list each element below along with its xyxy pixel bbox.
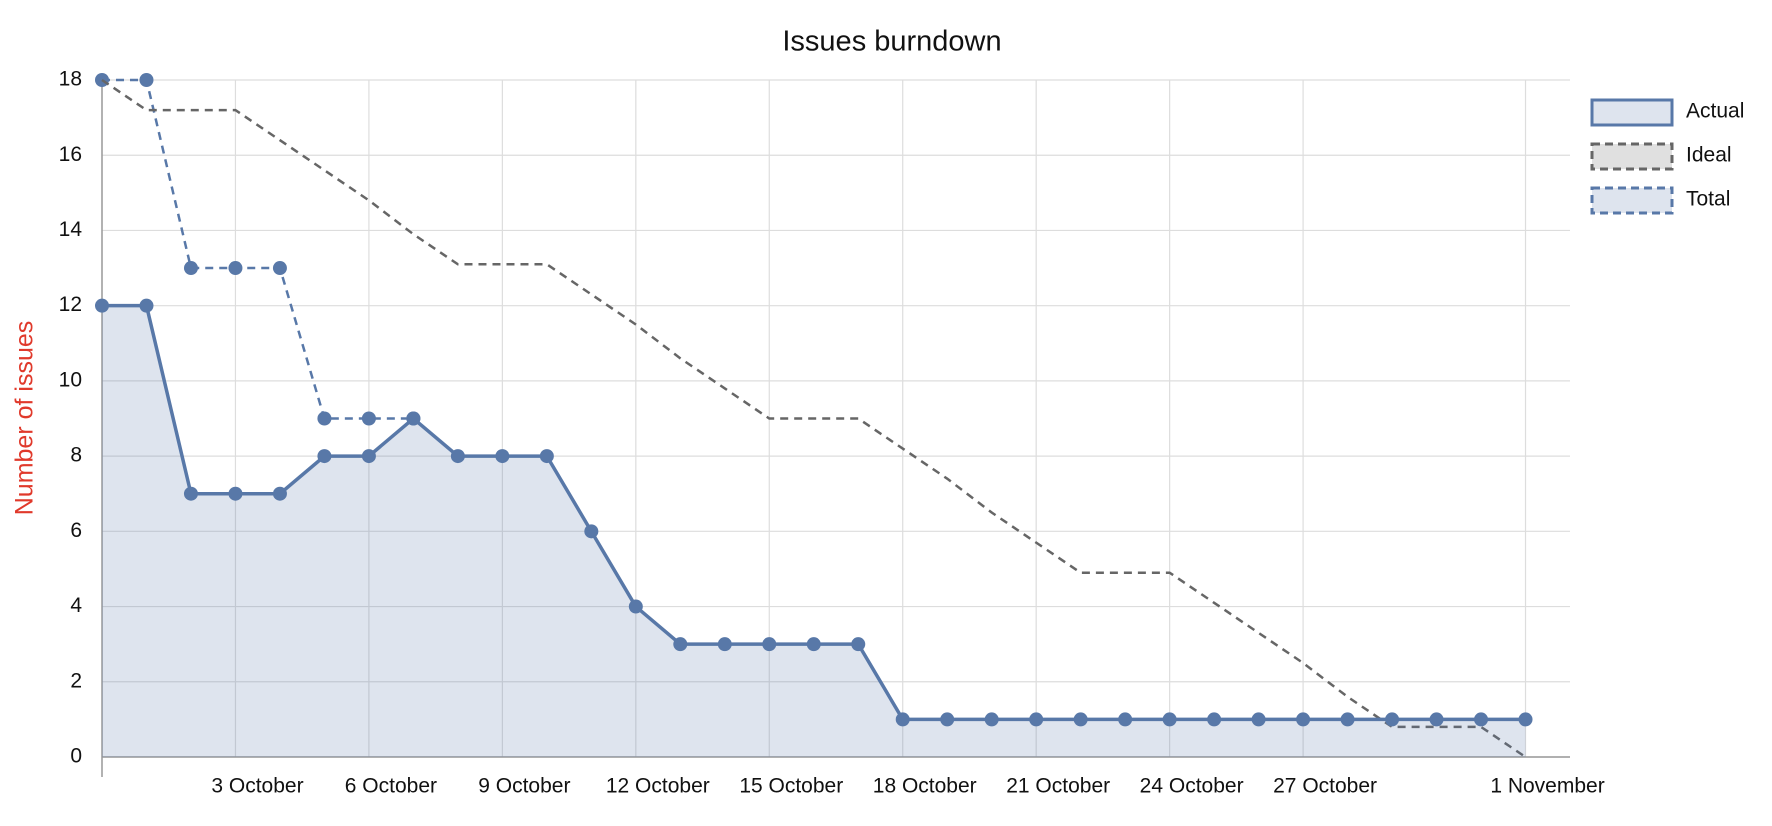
marker (183, 261, 198, 276)
marker (628, 599, 643, 614)
y-tick-label: 18 (59, 68, 82, 91)
marker (361, 449, 376, 464)
y-tick-label: 12 (59, 293, 82, 316)
marker (361, 411, 376, 426)
marker (183, 486, 198, 501)
marker (717, 637, 732, 652)
line (101, 78, 1527, 759)
x-tick-label: 1 November (1490, 775, 1604, 798)
x-tick-label: 15 October (739, 775, 843, 798)
y-tick-label: 10 (59, 368, 82, 391)
marker (139, 298, 154, 313)
y-tick-label: 8 (70, 444, 82, 467)
marker (1385, 712, 1400, 727)
marker (673, 637, 688, 652)
marker (1073, 712, 1088, 727)
marker (851, 637, 866, 652)
legend-label: Ideal (1686, 144, 1732, 167)
marker (317, 411, 332, 426)
marker (1429, 712, 1444, 727)
legend-swatch (1590, 142, 1674, 171)
x-tick-label: 12 October (606, 775, 710, 798)
line (102, 78, 414, 420)
x-tick-label: 21 October (1006, 775, 1110, 798)
marker (139, 73, 154, 87)
marker (317, 449, 332, 464)
marker (450, 449, 465, 464)
marker (272, 261, 287, 276)
x-tick-label: 24 October (1140, 775, 1244, 798)
marker (1518, 712, 1533, 727)
marker (1474, 712, 1489, 727)
marker (584, 524, 599, 539)
marker (228, 261, 243, 276)
marker (1207, 712, 1222, 727)
y-tick-label: 2 (70, 669, 82, 692)
y-tick-label: 0 (70, 745, 82, 768)
marker (1118, 712, 1133, 727)
y-axis-label: Number of issues (11, 321, 39, 516)
y-tick-label: 14 (59, 218, 83, 241)
marker (1340, 712, 1355, 727)
marker (272, 486, 287, 501)
marker (495, 449, 510, 464)
marker (1251, 712, 1266, 727)
marker (984, 712, 999, 727)
legend-swatch (1590, 186, 1674, 215)
marker (895, 712, 910, 727)
marker (228, 486, 243, 501)
legend-label: Total (1686, 188, 1730, 211)
legend-label: Actual (1686, 100, 1744, 123)
marker (406, 411, 421, 426)
y-tick-label: 6 (70, 519, 82, 542)
marker (539, 449, 554, 464)
marker (1029, 712, 1044, 727)
x-tick-label: 6 October (345, 775, 437, 798)
chart-title: Issues burndown (782, 26, 1001, 58)
y-tick-label: 16 (59, 143, 82, 166)
x-tick-label: 18 October (873, 775, 977, 798)
x-tick-label: 9 October (478, 775, 570, 798)
marker (940, 712, 955, 727)
area (102, 305, 1526, 757)
marker (806, 637, 821, 652)
x-tick-label: 3 October (211, 775, 303, 798)
legend-swatch (1590, 98, 1674, 127)
marker (95, 298, 109, 313)
marker (762, 637, 777, 652)
marker (1296, 712, 1311, 727)
y-tick-label: 4 (70, 594, 82, 617)
x-tick-label: 27 October (1273, 775, 1377, 798)
marker (1162, 712, 1177, 727)
